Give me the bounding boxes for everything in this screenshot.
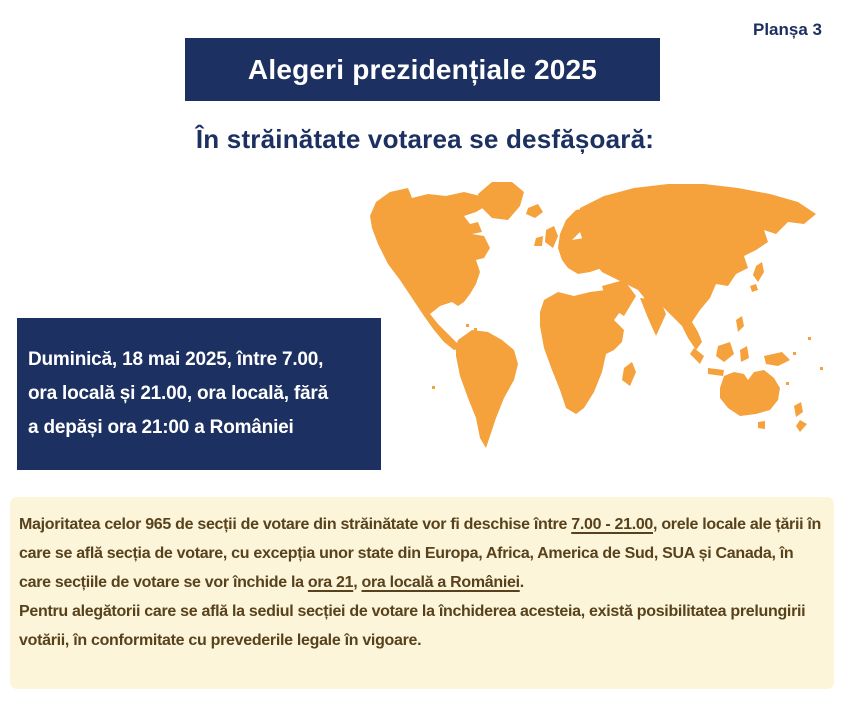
landmass-iceland: [526, 204, 543, 218]
landmass-south-america: [456, 330, 518, 448]
landmass-new-zealand: [794, 402, 807, 432]
landmass-java: [708, 368, 724, 376]
landmass-australia: [720, 370, 780, 416]
landmass-asia: [578, 184, 816, 350]
world-map-landmass: [370, 182, 823, 448]
landmass-united-kingdom: [545, 226, 558, 248]
landmass-philippines: [736, 316, 744, 332]
title-banner: Alegeri prezidențiale 2025: [185, 38, 660, 101]
landmass-tasmania: [758, 421, 765, 429]
schedule-text: Duminică, 18 mai 2025, între 7.00, ora lo…: [28, 349, 328, 438]
page-title: Alegeri prezidențiale 2025: [247, 53, 598, 85]
landmass-sulawesi: [740, 346, 749, 362]
world-map: [368, 172, 848, 484]
world-map-svg: [370, 182, 823, 448]
info-paragraph-1: Majoritatea celor 965 de secții de votar…: [19, 516, 822, 591]
landmass-africa: [540, 290, 624, 414]
landmass-borneo: [716, 342, 734, 362]
landmass-ireland: [534, 236, 543, 246]
plate-number-label: Planșa 3: [753, 20, 822, 39]
landmass-madagascar: [622, 362, 636, 386]
landmass-new-guinea: [764, 352, 790, 366]
landmass-sumatra: [690, 348, 704, 364]
info-box: Majoritatea celor 965 de secții de votar…: [10, 497, 834, 689]
schedule-box: Duminică, 18 mai 2025, între 7.00, ora lo…: [17, 318, 381, 470]
subtitle: În străinătate votarea se desfășoară:: [195, 124, 655, 154]
info-paragraph-2: Pentru alegătorii care se află la sediul…: [19, 603, 806, 649]
landmass-japan: [750, 262, 764, 292]
landmass-greenland: [478, 182, 524, 220]
landmass-india: [640, 298, 666, 336]
landmass-arabia: [602, 280, 636, 316]
landmass-north-america: [370, 188, 490, 350]
